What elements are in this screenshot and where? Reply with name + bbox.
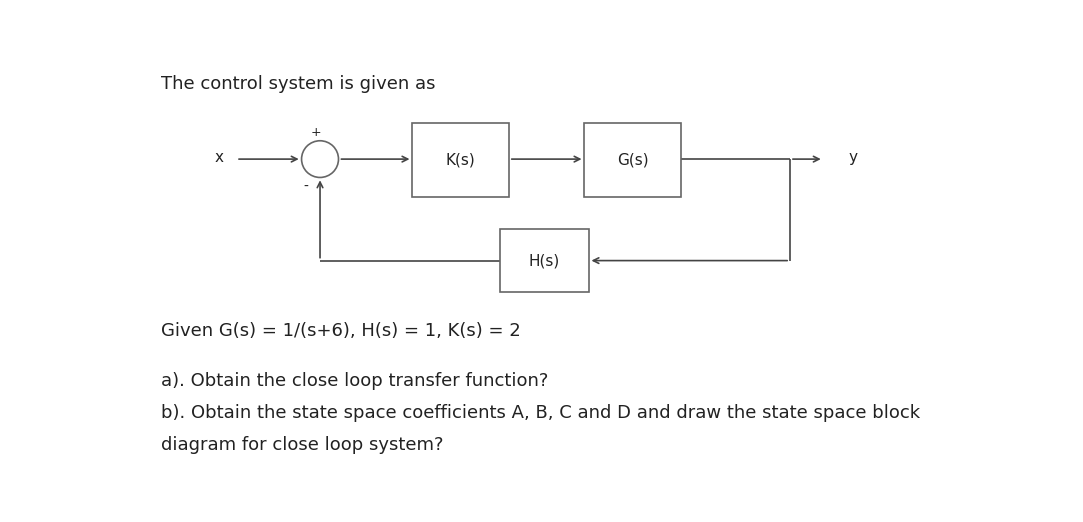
Text: K(s): K(s) [446,152,475,168]
Text: G(s): G(s) [617,152,649,168]
Text: +: + [311,126,322,139]
Text: Given G(s) = 1/(s+6), H(s) = 1, K(s) = 2: Given G(s) = 1/(s+6), H(s) = 1, K(s) = 2 [160,322,520,340]
Text: x: x [214,150,224,164]
Text: diagram for close loop system?: diagram for close loop system? [160,436,443,455]
Text: H(s): H(s) [529,253,560,268]
Text: b). Obtain the state space coefficients A, B, C and D and draw the state space b: b). Obtain the state space coefficients … [160,405,919,422]
Bar [585,123,681,197]
Bar [500,230,589,292]
Text: y: y [849,150,858,164]
Text: -: - [303,180,309,194]
Bar [413,123,509,197]
Text: a). Obtain the close loop transfer function?: a). Obtain the close loop transfer funct… [160,372,548,390]
Text: The control system is given as: The control system is given as [160,75,435,93]
